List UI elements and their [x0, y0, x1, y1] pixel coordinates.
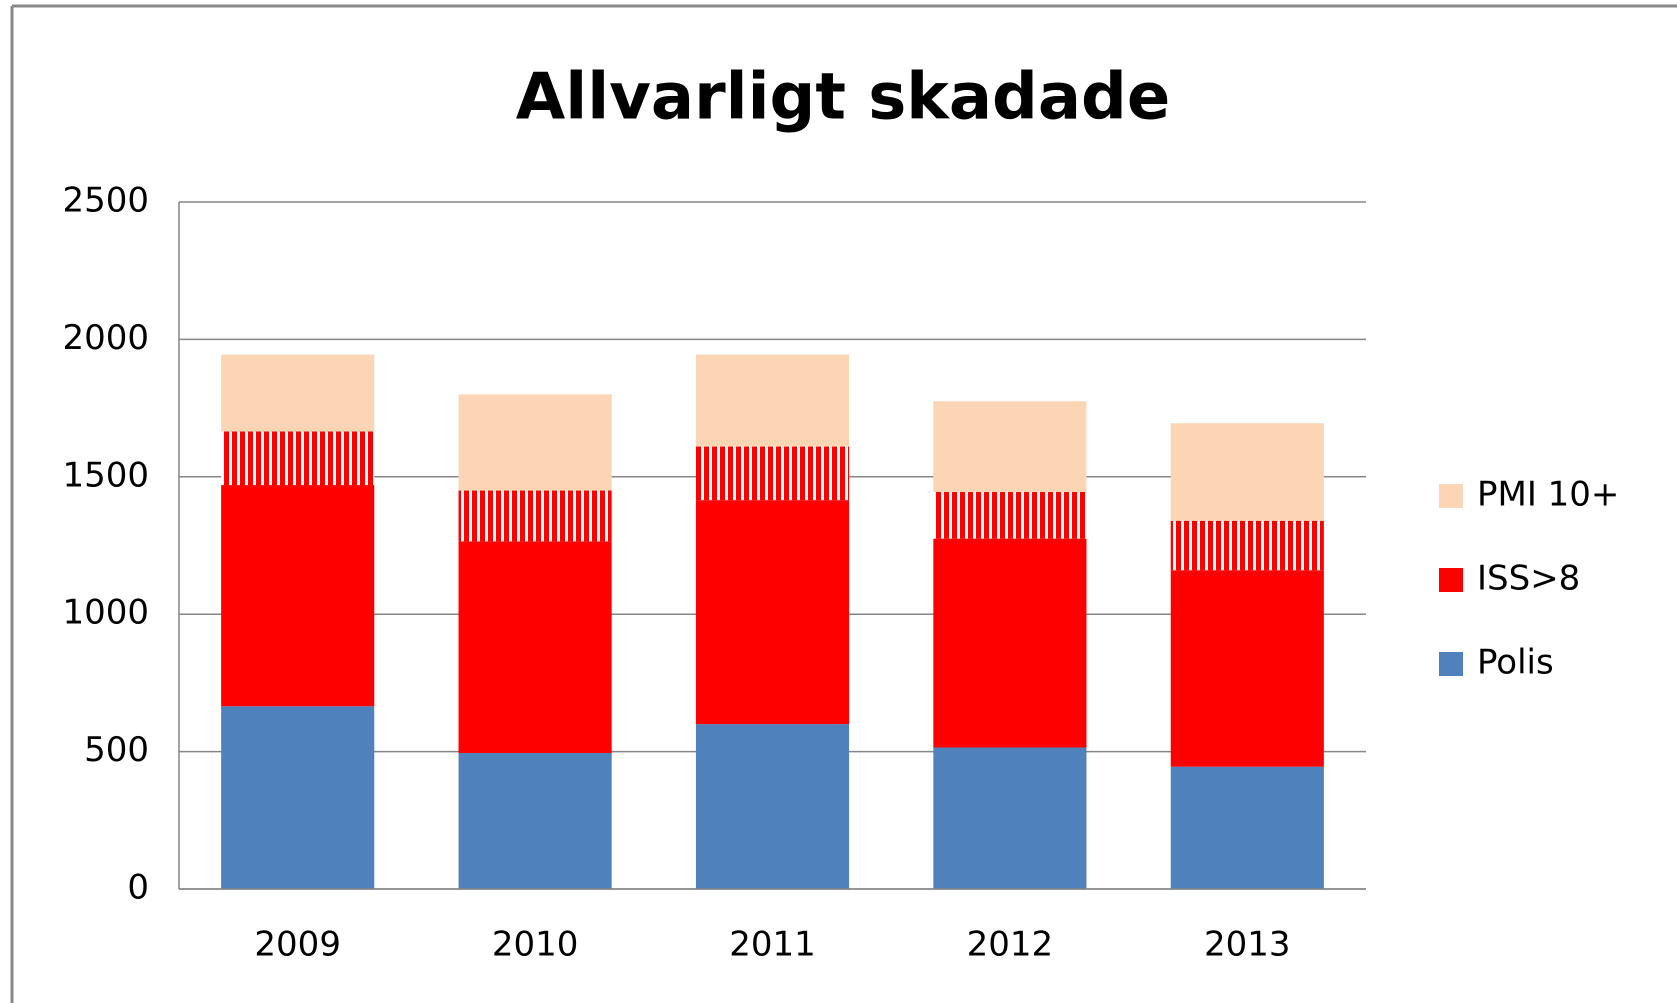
bar-segment	[933, 491, 1087, 539]
y-tick-label: 0	[127, 868, 149, 908]
bar-segment	[458, 490, 612, 542]
bar-segment	[1170, 520, 1324, 571]
x-tick-label: 2010	[492, 925, 579, 965]
bar-segment	[458, 541, 612, 753]
bar-segment	[933, 747, 1087, 889]
bar-segment	[695, 724, 850, 889]
x-tick-label: 2012	[967, 925, 1054, 965]
legend-label: PMI 10+	[1477, 475, 1619, 515]
bar-segment	[695, 446, 850, 501]
legend-swatch	[1439, 652, 1463, 676]
x-tick-label: 2009	[254, 925, 341, 965]
legend-swatch	[1439, 484, 1463, 508]
bar-segment	[695, 354, 850, 447]
chart-title: Allvarligt skadade	[516, 61, 1171, 135]
y-tick-label: 1000	[62, 593, 149, 633]
legend-label: Polis	[1477, 643, 1554, 683]
bar-segment	[221, 431, 375, 486]
legend-label: ISS>8	[1477, 559, 1580, 599]
bar-segment	[458, 394, 612, 491]
bar-segment	[695, 500, 850, 725]
bar-segment	[933, 401, 1087, 492]
legend-swatch	[1439, 568, 1463, 592]
x-tick-label: 2013	[1204, 925, 1291, 965]
bar-segment	[933, 538, 1087, 748]
bar-segment	[221, 706, 375, 889]
x-tick-label: 2011	[729, 925, 816, 965]
bar-segment	[1170, 423, 1324, 521]
bar-segment	[221, 485, 375, 707]
y-tick-label: 1500	[62, 455, 149, 495]
bar-segment	[1170, 570, 1324, 767]
y-tick-label: 2500	[62, 181, 149, 221]
bar-segment	[1170, 766, 1324, 889]
y-tick-label: 2000	[62, 318, 149, 358]
y-tick-label: 500	[84, 730, 149, 770]
bar-segment	[458, 752, 612, 889]
bar-segment	[221, 354, 375, 432]
